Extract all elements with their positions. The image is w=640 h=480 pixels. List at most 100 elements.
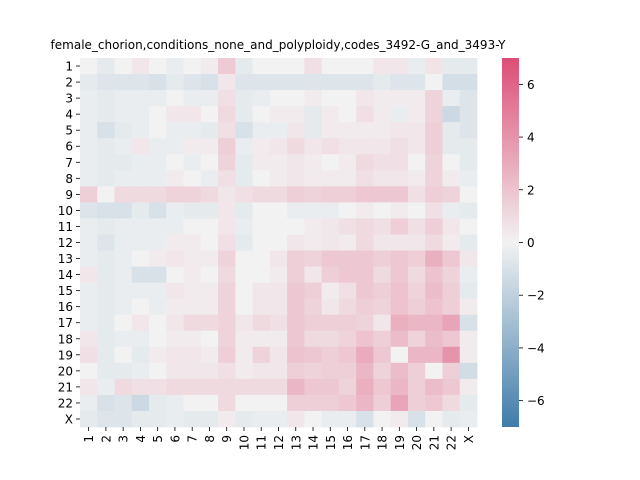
heatmap-cell-16-7 (183, 298, 202, 316)
heatmap-cell-21-9 (218, 378, 236, 396)
heatmap-cell-7-4 (131, 154, 150, 171)
heatmap-cell-18-6 (166, 330, 184, 348)
heatmap-cell-15-22 (442, 282, 461, 300)
heatmap-cell-21-10 (235, 378, 254, 396)
heatmap-cell-3-3 (114, 90, 133, 107)
heatmap-cell-7-5 (149, 154, 167, 171)
heatmap-cell-20-15 (321, 362, 340, 380)
heatmap-cell-4-X (459, 106, 478, 123)
heatmap-cell-22-20 (407, 394, 426, 412)
heatmap-cell-7-21 (425, 154, 443, 171)
heatmap-cell-21-17 (356, 378, 374, 396)
heatmap-cell-X-19 (390, 410, 409, 428)
heatmap-cell-2-4 (131, 74, 150, 91)
heatmap-cell-17-11 (252, 314, 271, 332)
heatmap-cell-8-7 (183, 170, 202, 187)
heatmap-cell-16-21 (425, 298, 443, 316)
heatmap-cell-12-15 (321, 234, 340, 251)
heatmap-cell-3-1 (80, 90, 98, 107)
column-tick-label: 14 (307, 435, 321, 450)
heatmap-cell-20-5 (149, 362, 167, 380)
row-tick-label: 20 (58, 364, 73, 378)
heatmap-cell-18-3 (114, 330, 133, 348)
heatmap-cell-2-19 (390, 74, 409, 91)
heatmap-cell-6-18 (373, 138, 392, 155)
heatmap-cell-20-13 (287, 362, 305, 380)
heatmap-cell-12-6 (166, 234, 184, 251)
heatmap-cell-12-18 (373, 234, 392, 251)
heatmap-cell-18-12 (269, 330, 288, 348)
heatmap-cell-1-16 (338, 58, 357, 75)
heatmap-cell-21-8 (200, 378, 219, 396)
heatmap-cell-5-12 (269, 122, 288, 139)
heatmap-cell-13-7 (183, 250, 202, 267)
row-tick-label: 4 (65, 108, 73, 122)
heatmap-cell-9-21 (425, 186, 443, 203)
heatmap-cell-14-7 (183, 266, 202, 284)
heatmap-cell-14-X (459, 266, 478, 284)
row-tick-label: X (65, 412, 73, 426)
heatmap-cell-4-9 (218, 106, 236, 123)
heatmap-cell-7-11 (252, 154, 271, 171)
heatmap-cell-3-5 (149, 90, 167, 107)
heatmap-cell-6-10 (235, 138, 254, 155)
heatmap-cell-17-1 (80, 314, 98, 332)
heatmap-cell-8-X (459, 170, 478, 187)
heatmap-cell-7-20 (407, 154, 426, 171)
heatmap-cell-11-10 (235, 218, 254, 235)
heatmap-cell-13-14 (304, 250, 323, 267)
heatmap-cell-16-4 (131, 298, 150, 316)
heatmap-cell-4-13 (287, 106, 305, 123)
heatmap-cell-18-2 (97, 330, 115, 348)
heatmap-cell-20-3 (114, 362, 133, 380)
heatmap-cell-12-5 (149, 234, 167, 251)
column-tick-label: 3 (117, 435, 131, 443)
heatmap-cell-18-11 (252, 330, 271, 348)
heatmap-cell-15-19 (390, 282, 409, 300)
heatmap-cell-5-6 (166, 122, 184, 139)
heatmap-cell-14-6 (166, 266, 184, 284)
heatmap-cell-15-14 (304, 282, 323, 300)
heatmap-cell-16-13 (287, 298, 305, 316)
heatmap-cell-8-9 (218, 170, 236, 187)
heatmap-cell-21-19 (390, 378, 409, 396)
row-tick-label: 19 (58, 348, 73, 362)
heatmap-cell-9-18 (373, 186, 392, 203)
heatmap-cell-6-1 (80, 138, 98, 155)
heatmap-cell-17-14 (304, 314, 323, 332)
heatmap-cell-11-17 (356, 218, 374, 235)
heatmap-cell-3-20 (407, 90, 426, 107)
heatmap-cell-14-3 (114, 266, 133, 284)
heatmap-cell-6-19 (390, 138, 409, 155)
heatmap-cell-1-7 (183, 58, 202, 75)
heatmap-cell-1-9 (218, 58, 236, 75)
heatmap-cell-14-16 (338, 266, 357, 284)
heatmap-cell-3-19 (390, 90, 409, 107)
heatmap-cell-11-4 (131, 218, 150, 235)
column-tick-label: 4 (134, 435, 148, 443)
heatmap-cell-5-14 (304, 122, 323, 139)
heatmap-cell-3-9 (218, 90, 236, 107)
heatmap-cell-6-5 (149, 138, 167, 155)
heatmap-cell-2-7 (183, 74, 202, 91)
heatmap-cell-16-9 (218, 298, 236, 316)
heatmap-cell-8-3 (114, 170, 133, 187)
heatmap-cell-5-15 (321, 122, 340, 139)
heatmap-cell-22-8 (200, 394, 219, 412)
heatmap-cell-21-7 (183, 378, 202, 396)
heatmap-cell-8-8 (200, 170, 219, 187)
heatmap-cell-16-6 (166, 298, 184, 316)
heatmap-cell-9-5 (149, 186, 167, 203)
heatmap-cell-22-X (459, 394, 478, 412)
heatmap-cell-1-1 (80, 58, 98, 75)
heatmap-cell-22-2 (97, 394, 115, 412)
heatmap-cell-7-7 (183, 154, 202, 171)
heatmap-cell-22-6 (166, 394, 184, 412)
heatmap-cell-5-1 (80, 122, 98, 139)
heatmap-cell-2-2 (97, 74, 115, 91)
heatmap-cell-14-12 (269, 266, 288, 284)
heatmap-cell-12-X (459, 234, 478, 251)
heatmap-cell-2-22 (442, 74, 461, 91)
heatmap-cell-8-4 (131, 170, 150, 187)
heatmap-cell-13-20 (407, 250, 426, 267)
